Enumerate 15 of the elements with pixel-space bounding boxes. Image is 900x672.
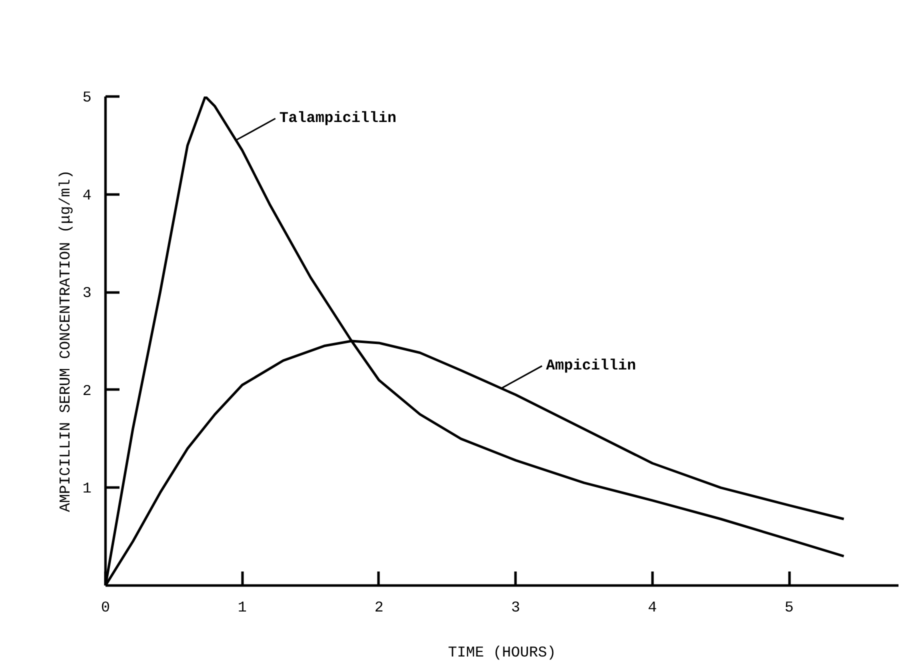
annotation: Talampicillin (279, 110, 396, 128)
x-tick-label: 2 (374, 600, 384, 616)
y-tick-label: 1 (82, 480, 92, 498)
y-tick-label: 5 (82, 90, 92, 106)
x-axis-title: TIME (HOURS) (448, 644, 556, 662)
x-tick-label: 5 (784, 600, 794, 616)
x-tick-label: 1 (238, 600, 247, 616)
x-tick-label: 0 (101, 600, 110, 616)
annotation: Ampicillin (546, 357, 636, 374)
x-tick-label: 3 (511, 600, 520, 616)
y-tick-label: 4 (82, 187, 92, 204)
y-axis-title: AMPICILLIN SERUM CONCENTRATION (μg/ml) (58, 170, 74, 512)
x-tick-label: 4 (648, 600, 657, 616)
y-tick-label: 2 (82, 382, 92, 400)
y-tick-label: 3 (82, 285, 92, 302)
